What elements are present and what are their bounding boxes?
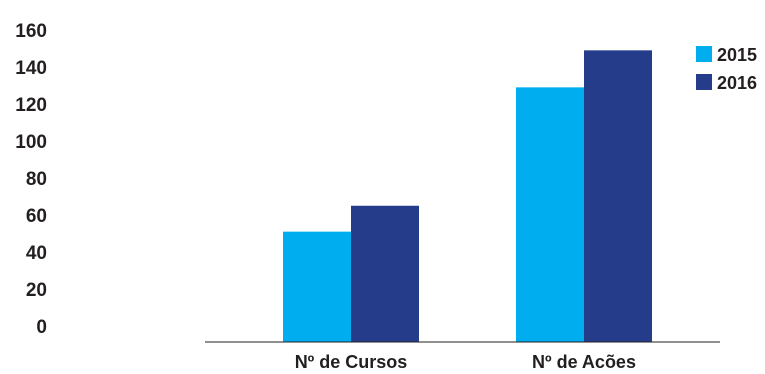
bar-2015-1 <box>516 87 584 342</box>
legend: 2015 2016 <box>696 45 757 93</box>
legend-label-2016: 2016 <box>717 73 757 93</box>
y-tick-label: 140 <box>15 58 47 79</box>
y-tick-label: 60 <box>26 206 47 227</box>
y-tick-label: 20 <box>26 280 47 301</box>
y-tick-label: 120 <box>15 95 47 116</box>
y-tick-label: 40 <box>26 243 47 264</box>
legend-swatch-2016 <box>696 74 712 90</box>
bar-2016-1 <box>584 50 652 342</box>
bars <box>283 50 652 342</box>
legend-swatch-2015 <box>696 46 712 62</box>
bar-2016-0 <box>351 205 419 342</box>
y-tick-label: 160 <box>15 21 47 42</box>
y-axis: 0 20 40 60 80 100 120 140 160 <box>15 21 47 338</box>
bar-2015-0 <box>283 231 351 342</box>
y-tick-label: 80 <box>26 169 47 190</box>
y-tick-label: 100 <box>15 132 47 153</box>
x-category-label: Nº de Cursos <box>295 352 408 372</box>
y-tick-label: 0 <box>36 317 47 338</box>
x-category-label: Nº de Acões <box>532 352 636 372</box>
legend-label-2015: 2015 <box>717 45 757 65</box>
x-axis: Nº de Cursos Nº de Acões <box>295 352 636 372</box>
